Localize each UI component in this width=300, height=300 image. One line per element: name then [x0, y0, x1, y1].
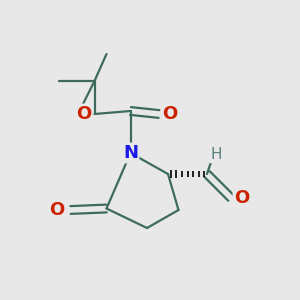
Text: O: O	[76, 105, 92, 123]
Text: O: O	[162, 105, 177, 123]
Text: N: N	[123, 144, 138, 162]
Text: H: H	[210, 147, 222, 162]
Text: O: O	[234, 189, 249, 207]
Text: O: O	[49, 201, 64, 219]
